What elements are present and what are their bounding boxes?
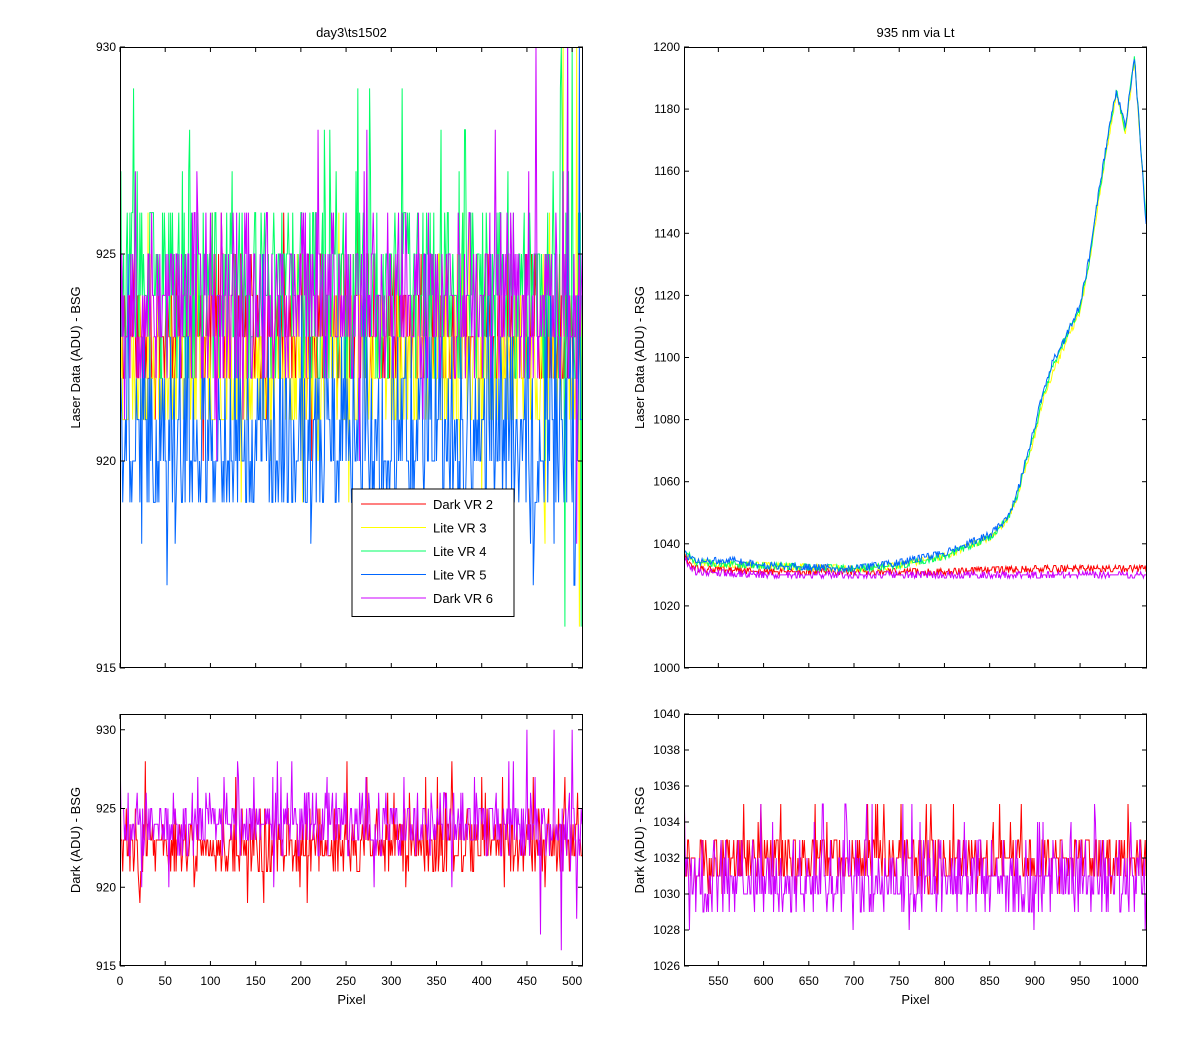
x-tick-label: 350 [426, 974, 446, 988]
y-tick-label: 1180 [654, 102, 680, 116]
chart-bsg_dark: 0 50 100 150 200 250 300 350 400 450 500 915 920 925 9… [68, 714, 583, 1007]
axes-frame [684, 714, 1147, 966]
y-tick-label: 1080 [653, 413, 680, 427]
y-tick-label: 915 [96, 959, 116, 973]
series-line [684, 59, 1147, 574]
y-tick-label: 1028 [653, 923, 680, 937]
y-tick-label: 1160 [654, 164, 680, 178]
y-tick-label: 1060 [653, 475, 680, 489]
y-tick-label: 930 [96, 723, 116, 737]
x-tick-label: 400 [472, 974, 492, 988]
y-tick-label: 1000 [653, 661, 680, 675]
y-tick-label: 1200 [653, 40, 680, 54]
x-tick-label: 1000 [1112, 974, 1139, 988]
y-tick-label: 1026 [653, 959, 680, 973]
x-tick-label: 850 [980, 974, 1000, 988]
y-tick-label: 1120 [654, 288, 680, 302]
y-tick-label: 925 [96, 247, 116, 261]
x-tick-label: 0 [117, 974, 124, 988]
y-tick-label: 915 [96, 661, 116, 675]
x-axis-label: Pixel [901, 992, 929, 1007]
chart-title: 935 nm via Lt [876, 25, 954, 40]
y-axis-label: Dark (ADU) - RSG [632, 787, 647, 894]
x-tick-label: 600 [754, 974, 774, 988]
x-tick-label: 500 [562, 974, 582, 988]
chart-bsg_laser: 915 920 925 930 day3\ts1502 Laser Data (ADU) … [68, 25, 583, 675]
chart-title: day3\ts1502 [316, 25, 387, 40]
x-axis-label: Pixel [337, 992, 365, 1007]
series-line [120, 47, 583, 544]
chart-rsg_laser: 1000 1020 1040 1060 1080 1100 1120 1140 1160 1180… [632, 25, 1147, 675]
y-axis-label: Laser Data (ADU) - BSG [68, 286, 83, 428]
x-tick-label: 650 [799, 974, 819, 988]
series-line [120, 745, 583, 904]
y-tick-label: 1030 [653, 887, 680, 901]
plot-area [684, 47, 1147, 668]
axes-frame [120, 47, 583, 668]
y-tick-label: 920 [96, 880, 116, 894]
legend-label: Lite VR 3 [433, 521, 486, 536]
x-tick-label: 550 [708, 974, 728, 988]
x-tick-label: 250 [336, 974, 356, 988]
series-line [684, 556, 1147, 580]
series-line [684, 767, 1147, 931]
x-tick-label: 800 [934, 974, 954, 988]
series-line [120, 47, 583, 586]
legend-box [351, 488, 515, 617]
x-tick-label: 950 [1070, 974, 1090, 988]
y-tick-label: 920 [96, 454, 116, 468]
x-tick-label: 900 [1025, 974, 1045, 988]
legend-label: Lite VR 5 [433, 568, 486, 583]
y-tick-label: 1038 [653, 743, 680, 757]
x-tick-label: 450 [517, 974, 537, 988]
y-axis-label: Dark (ADU) - BSG [68, 787, 83, 893]
y-tick-label: 1032 [653, 851, 680, 865]
series-line [120, 729, 583, 951]
y-tick-label: 1034 [653, 815, 680, 829]
legend-label: Dark VR 2 [433, 497, 493, 512]
chart-rsg_dark: 550 600 650 700 750 800 850 900 950 1000 1026 1028 1… [632, 707, 1147, 1007]
y-axis-label: Laser Data (ADU) - RSG [632, 286, 647, 429]
legend-label: Dark VR 6 [433, 591, 493, 606]
x-tick-label: 100 [200, 974, 220, 988]
y-tick-label: 930 [96, 40, 116, 54]
y-tick-label: 1140 [654, 226, 680, 240]
x-tick-label: 150 [246, 974, 266, 988]
axes-frame [120, 714, 583, 966]
x-tick-label: 200 [291, 974, 311, 988]
x-tick-label: 300 [381, 974, 401, 988]
legend: Dark VR 2 Lite VR 3 Lite VR 4 Lite VR 5 Dark… [351, 488, 515, 617]
y-tick-label: 1020 [653, 599, 680, 613]
y-tick-label: 1100 [654, 351, 680, 365]
y-tick-label: 925 [96, 802, 116, 816]
y-tick-label: 1040 [653, 537, 680, 551]
legend-label: Lite VR 4 [433, 544, 486, 559]
y-tick-label: 1040 [653, 707, 680, 721]
x-tick-label: 750 [889, 974, 909, 988]
x-tick-label: 700 [844, 974, 864, 988]
y-tick-label: 1036 [653, 779, 680, 793]
x-tick-label: 50 [159, 974, 173, 988]
